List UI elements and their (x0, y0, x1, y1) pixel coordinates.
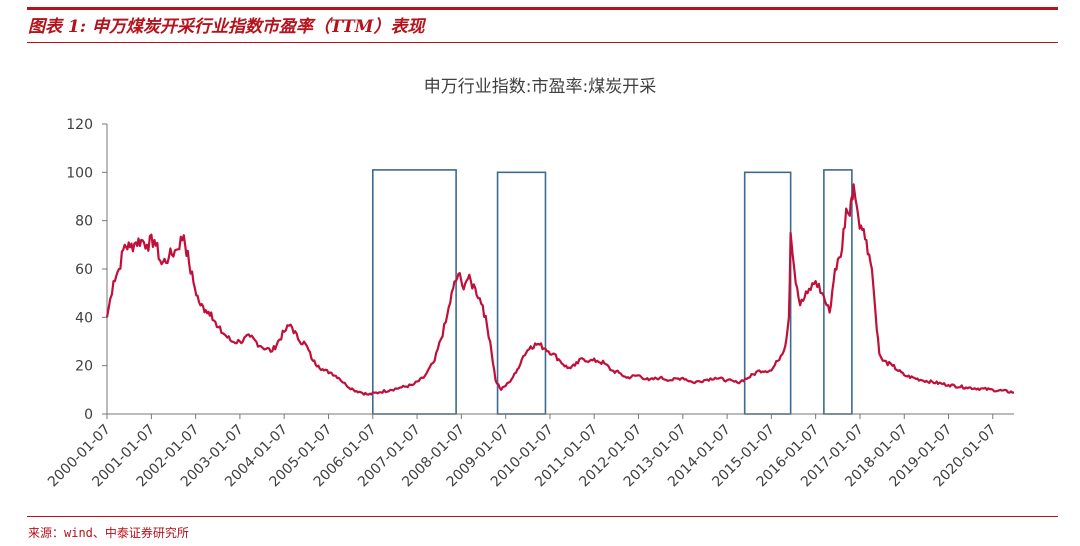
figure-title: 图表 1: 申万煤炭开采行业指数市盈率（TTM）表现 (28, 17, 425, 37)
chart-title: 申万行业指数:市盈率:煤炭开采 (423, 77, 657, 97)
highlight-box (496, 171, 547, 415)
y-tick-label: 40 (75, 310, 93, 326)
highlight-box (823, 169, 853, 415)
y-tick-label: 0 (84, 407, 93, 423)
y-tick-label: 20 (75, 359, 93, 375)
highlight-box (743, 171, 792, 415)
y-tick-label: 80 (75, 214, 93, 230)
header-rule (27, 7, 1058, 10)
y-tick-label: 60 (75, 262, 93, 278)
y-tick-label: 120 (66, 117, 93, 133)
header-underline (27, 42, 1058, 43)
footer-rule (27, 516, 1058, 517)
highlight-boxes (371, 169, 853, 415)
highlight-box (371, 169, 457, 415)
series-layer (105, 183, 1015, 396)
pe-series-line (105, 183, 1015, 396)
y-tick-label: 100 (66, 165, 93, 181)
source-note: 来源：wind、中泰证券研究所 (28, 526, 189, 540)
